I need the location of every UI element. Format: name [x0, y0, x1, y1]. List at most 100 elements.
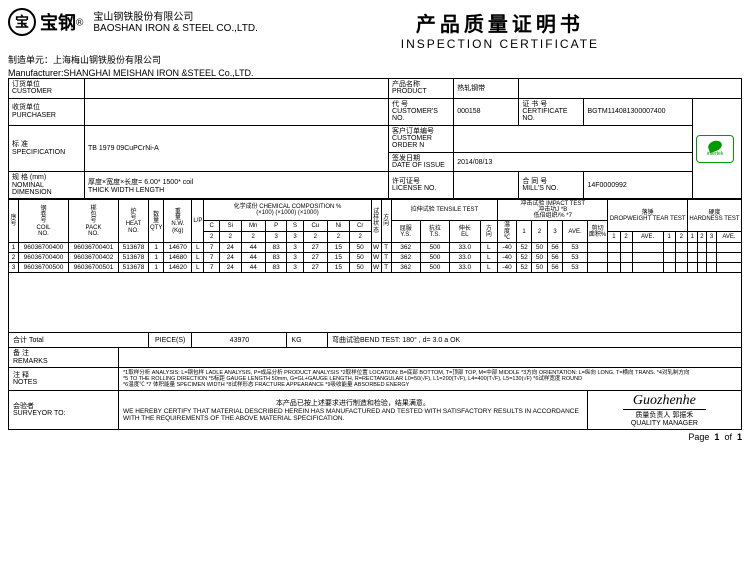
- cell: 96036700400: [19, 243, 69, 253]
- spec-label: 标 准SPECIFICATION: [12, 141, 81, 156]
- cell: -40: [498, 263, 517, 273]
- cell: [675, 243, 687, 253]
- qm-en: QUALITY MANAGER: [631, 420, 698, 427]
- spec-value: TB 1979 09CuPCrNi-A: [85, 125, 389, 172]
- cell: 52: [516, 243, 531, 253]
- dim-value: 6.00* 1500* coil: [144, 179, 193, 186]
- cell: [620, 243, 632, 253]
- col-dir: 方向: [383, 215, 390, 228]
- logo-brand: 宝钢®: [40, 9, 83, 35]
- cell: 50: [532, 253, 547, 263]
- millno-value: 14F0000992: [584, 172, 693, 199]
- cell: [697, 253, 707, 263]
- col-ts: 抗拉T.S.: [422, 226, 448, 239]
- signature-cell: Guozhenhe 质量负责人 郭振禾 QUALITY MANAGER: [587, 391, 741, 430]
- cell: T: [381, 263, 391, 273]
- bend-test: 弯曲试验BEND TEST: 180° , d= 3.0 a OK: [328, 333, 742, 348]
- cell: [687, 253, 697, 263]
- cell: 2: [9, 253, 19, 263]
- cell: [608, 253, 620, 263]
- blank-cell: [519, 79, 742, 99]
- cell: [587, 243, 608, 253]
- brand-prefix: 宝: [40, 13, 58, 33]
- custno-label: 代 号CUSTOMER'S NO.: [392, 101, 450, 123]
- company-en: BAOSHAN IRON & STEEL CO.,LTD.: [93, 23, 257, 34]
- r2-3: 3: [265, 232, 287, 243]
- cell: 15: [328, 243, 350, 253]
- cell: [716, 253, 741, 263]
- qm-sig: 郭振禾: [672, 411, 693, 419]
- dim-label: 规 格 (mm)NOMINAL DIMENSION: [12, 174, 81, 196]
- custorder-label: 客户订单编号CUSTOMER ORDER N: [392, 128, 450, 150]
- col-dir2: 方向: [480, 221, 498, 243]
- logo-area: 宝 宝钢®: [8, 8, 83, 36]
- brand-suffix: 钢: [58, 13, 76, 33]
- r2-6: 2: [328, 232, 350, 243]
- h-2: 2: [697, 232, 707, 243]
- cell: 27: [303, 253, 328, 263]
- logo-icon: 宝: [8, 8, 36, 36]
- total-unit: KG: [287, 333, 328, 348]
- cell: 53: [563, 253, 588, 263]
- col-state: 试样状态: [373, 209, 380, 234]
- h-3: 3: [707, 232, 717, 243]
- t-2: 2: [620, 232, 632, 243]
- cell: 1: [149, 253, 164, 263]
- page-cur: 1: [714, 432, 719, 442]
- cell: 50: [532, 243, 547, 253]
- cell: W: [371, 253, 381, 263]
- cell: [675, 263, 687, 273]
- certno-label: 证 书 号CERTIFICATE NO.: [522, 101, 580, 123]
- title-cn: 产品质量证明书: [258, 8, 742, 37]
- purchaser-value: [85, 98, 389, 125]
- table-row: 39603670050096036700501513678114620L7244…: [9, 263, 742, 273]
- cell: 1: [149, 263, 164, 273]
- ch-c: C: [204, 221, 220, 232]
- r2-4: 3: [287, 232, 303, 243]
- product-label: 产品名称PRODUCT: [392, 81, 450, 96]
- cell: L: [192, 263, 204, 273]
- cell: L: [192, 253, 204, 263]
- empty-space: [9, 273, 742, 333]
- page-label: Page: [688, 432, 709, 442]
- col-el: 伸长EL: [451, 226, 478, 239]
- cell: 362: [391, 243, 420, 253]
- ch-s: S: [287, 221, 303, 232]
- customer-label: 订货单位CUSTOMER: [12, 81, 81, 96]
- cell: -40: [498, 243, 517, 253]
- qm-cn: 质量负责人: [635, 412, 670, 419]
- col-hard: 硬度HARDNESS TEST: [689, 210, 740, 223]
- cell: [687, 263, 697, 273]
- cell: [663, 243, 675, 253]
- cell: L: [192, 243, 204, 253]
- cell: 7: [204, 243, 220, 253]
- col-i1: 1: [516, 221, 531, 243]
- ch-p: P: [265, 221, 287, 232]
- cell: 500: [420, 263, 449, 273]
- cert-statement: 本产品已按上述要求进行制造和检验，结果满意。 WE HEREBY CERTIFY…: [119, 391, 588, 430]
- purchaser-label: 收货单位PURCHASER: [12, 104, 81, 119]
- cell: 3: [287, 263, 303, 273]
- cell: 52: [516, 253, 531, 263]
- table-row: 29603670040096036700402513678114680L7244…: [9, 253, 742, 263]
- col-nw: 重量N.W.(Kg): [165, 209, 190, 234]
- r2-0: 2: [204, 232, 220, 243]
- table-row: 19603670040096036700401513678114670L7244…: [9, 243, 742, 253]
- r2-1: 2: [219, 232, 241, 243]
- cell: [587, 253, 608, 263]
- cell: 27: [303, 243, 328, 253]
- col-qty: 数量QTY: [150, 212, 162, 231]
- r2-2: 2: [241, 232, 265, 243]
- cell: 33.0: [450, 243, 480, 253]
- ch-si: Si: [219, 221, 241, 232]
- notes-label: 注 释NOTES: [13, 372, 114, 387]
- cell: 52: [516, 263, 531, 273]
- surveyor-label: 会验者SURVEYOR TO:: [13, 403, 114, 418]
- col-temp: 温度℃: [499, 222, 515, 241]
- cell: [632, 253, 663, 263]
- cell: 96036700402: [69, 253, 119, 263]
- page-total: 1: [737, 432, 742, 442]
- customer-value: [85, 79, 389, 99]
- dim-desc-en: THICK WIDTH LENGTH: [88, 187, 164, 194]
- cell: 50: [349, 243, 371, 253]
